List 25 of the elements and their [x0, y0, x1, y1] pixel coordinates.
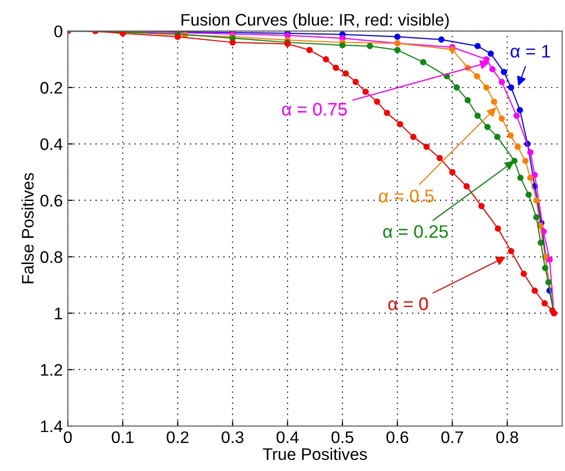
x-tick-label: 0.2 — [166, 431, 188, 444]
x-tick-label: 0.7 — [441, 431, 464, 444]
y-tick-label: 0.2 — [40, 82, 62, 94]
x-tick-label: 0.4 — [276, 431, 299, 444]
x-axis-title: True Positives — [262, 448, 367, 460]
x-tick-label: 0.6 — [386, 431, 408, 444]
x-tick-label: 0.3 — [222, 431, 244, 444]
y-tick-label: 0.6 — [40, 194, 62, 207]
y-axis-title: False Positives — [21, 173, 34, 284]
y-tick-label: 1.2 — [41, 364, 62, 376]
annotation: α = 0 — [388, 297, 428, 310]
y-tick-label: 1.4 — [41, 420, 62, 432]
y-tick-label: 0.4 — [40, 138, 62, 150]
chart-title: Fusion Curves (blue: IR, red: visible) — [182, 13, 449, 29]
x-tick-label: 0.5 — [332, 431, 354, 444]
annotation: α = 1 — [510, 45, 550, 58]
y-tick-label: 0.8 — [40, 251, 62, 263]
annotation: α = 0.5 — [378, 190, 434, 202]
y-tick-label: 0 — [54, 25, 62, 38]
y-tick-label: 1 — [54, 308, 62, 320]
annotation: α = 0.25 — [383, 225, 448, 238]
x-tick-label: 0 — [64, 431, 72, 444]
annotation: α = 0.75 — [282, 102, 347, 116]
x-tick-label: 0.1 — [112, 431, 134, 444]
x-tick-label: 0.8 — [496, 431, 518, 444]
